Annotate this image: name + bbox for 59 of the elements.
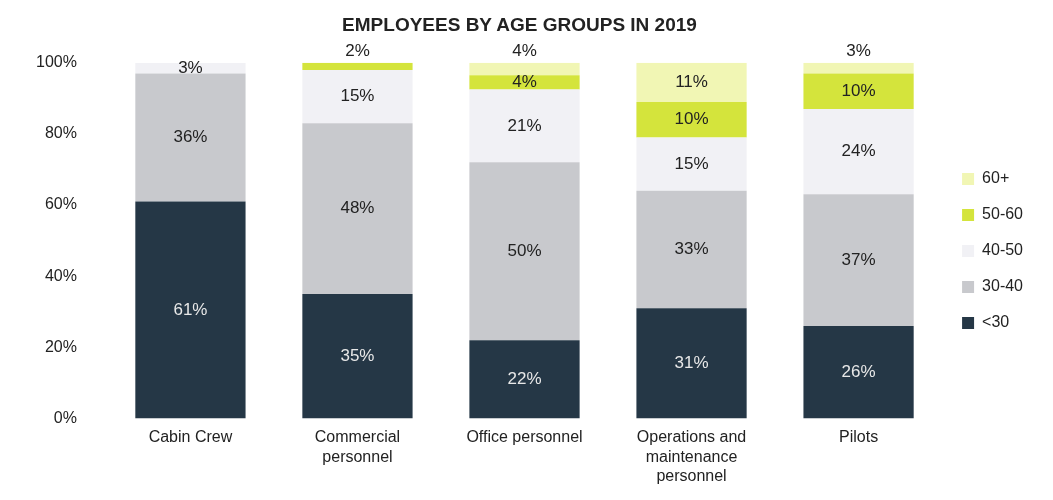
data-label: 48% xyxy=(340,198,375,218)
chart-title: EMPLOYEES BY AGE GROUPS IN 2019 xyxy=(342,13,697,35)
legend-label: <30 xyxy=(982,313,1010,331)
bar xyxy=(636,308,747,419)
x-tick-label: Cabin Crew xyxy=(148,428,233,446)
bar xyxy=(302,123,413,294)
bar xyxy=(636,137,747,191)
x-tick-label: Operations and maintenance personnel xyxy=(636,428,747,484)
bar xyxy=(803,109,914,195)
bar xyxy=(302,69,413,124)
data-label: 24% xyxy=(841,141,876,161)
bar xyxy=(803,73,914,110)
bar xyxy=(636,190,747,309)
legend-label: 30-40 xyxy=(982,277,1024,295)
bar xyxy=(803,194,914,326)
data-label: 33% xyxy=(674,239,709,259)
bar xyxy=(302,62,413,70)
legend-label: 40-50 xyxy=(982,241,1024,259)
data-label: 4% xyxy=(512,72,537,92)
data-label: 22% xyxy=(507,368,542,388)
data-label: 35% xyxy=(340,345,375,365)
data-label: 3% xyxy=(846,41,871,61)
data-label: 10% xyxy=(674,109,709,129)
x-tick-label: Pilots xyxy=(839,428,879,446)
data-label: 15% xyxy=(674,153,709,173)
x-tick-label: Commercial personnel xyxy=(314,428,401,465)
x-tick-label: Office personnel xyxy=(466,428,583,446)
bar xyxy=(469,340,580,419)
data-label: 3% xyxy=(178,57,203,77)
data-label: 10% xyxy=(841,80,876,100)
bar xyxy=(636,62,747,102)
data-label: 31% xyxy=(674,352,709,372)
data-label: 4% xyxy=(512,41,537,61)
data-label: 61% xyxy=(173,299,208,319)
y-tick-label: 40% xyxy=(44,266,77,284)
data-label: 11% xyxy=(675,72,708,92)
bar xyxy=(469,89,580,163)
legend-label: 60+ xyxy=(982,169,1010,187)
y-tick-label: 20% xyxy=(44,337,77,355)
bar xyxy=(469,162,580,341)
data-label: 50% xyxy=(507,240,542,260)
data-label: 36% xyxy=(173,127,208,147)
bar xyxy=(135,201,246,419)
bar xyxy=(302,293,413,419)
data-label: 21% xyxy=(507,115,542,135)
y-tick-label: 100% xyxy=(36,53,77,71)
data-label: 37% xyxy=(841,249,876,269)
y-tick-label: 0% xyxy=(53,408,77,426)
data-label: 26% xyxy=(841,361,876,381)
y-tick-label: 60% xyxy=(44,195,77,213)
bar xyxy=(636,101,747,138)
y-tick-label: 80% xyxy=(44,124,77,142)
data-label: 2% xyxy=(345,41,370,61)
bar xyxy=(803,325,914,419)
bar xyxy=(469,62,580,76)
legend-label: 50-60 xyxy=(982,205,1024,223)
bar xyxy=(135,73,246,202)
bar xyxy=(803,62,914,74)
data-label: 15% xyxy=(340,86,375,106)
